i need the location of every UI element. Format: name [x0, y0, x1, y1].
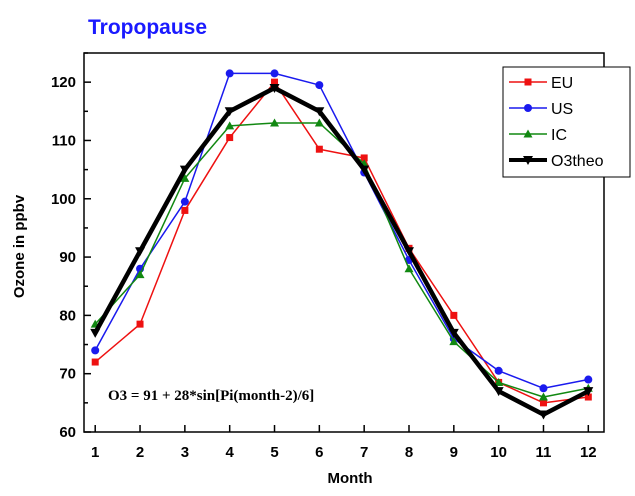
data-point — [539, 384, 548, 393]
y-tick-label: 80 — [59, 307, 76, 324]
x-axis-label: Month — [328, 470, 373, 487]
x-tick-label: 4 — [226, 444, 235, 461]
y-axis: 60 70 80 90 100 110 120 — [51, 52, 91, 441]
data-point — [584, 393, 592, 401]
data-point — [315, 81, 324, 90]
legend-label: US — [551, 101, 573, 118]
data-point — [404, 247, 414, 257]
legend: EU US IC O3theo — [502, 66, 631, 178]
series-line — [94, 81, 589, 404]
data-point — [314, 118, 324, 127]
series-o3theo — [90, 83, 594, 420]
data-point — [449, 337, 459, 346]
data-point — [448, 328, 459, 338]
data-point — [524, 78, 532, 86]
data-point — [180, 173, 190, 182]
plot-frame — [83, 52, 605, 433]
data-point — [226, 134, 234, 142]
y-tick-label: 60 — [59, 424, 76, 441]
data-point — [91, 346, 100, 355]
data-point — [271, 78, 279, 86]
data-point — [269, 83, 280, 93]
x-tick-label: 10 — [490, 444, 507, 461]
legend-label: O3theo — [551, 153, 604, 170]
data-point — [225, 121, 235, 130]
data-point — [538, 410, 549, 420]
data-point — [181, 206, 189, 214]
y-tick-label: 90 — [59, 249, 76, 266]
data-point — [539, 399, 547, 407]
data-point — [315, 145, 323, 153]
data-point — [494, 377, 504, 386]
y-axis-label: Ozone in ppbv — [11, 194, 28, 298]
legend-label: IC — [551, 127, 567, 144]
data-point — [523, 129, 533, 138]
legend-item-ic: IC — [509, 127, 567, 144]
legend-item-o3theo: O3theo — [509, 153, 604, 170]
data-point — [91, 358, 99, 366]
data-point — [450, 311, 458, 319]
legend-label: EU — [551, 75, 573, 92]
x-tick-label: 12 — [580, 444, 597, 461]
x-tick-label: 3 — [181, 444, 189, 461]
data-point — [179, 165, 190, 175]
data-point — [225, 69, 234, 78]
chart-title: Tropopause — [88, 16, 207, 39]
y-tick-label: 70 — [59, 366, 76, 383]
x-tick-label: 2 — [136, 444, 144, 461]
x-tick-label: 11 — [536, 444, 552, 461]
data-point — [270, 118, 280, 127]
data-point — [136, 320, 144, 328]
data-point — [360, 154, 368, 162]
series-layer — [90, 69, 594, 420]
data-point — [314, 107, 325, 117]
x-tick-label: 8 — [405, 444, 413, 461]
legend-item-eu: EU — [509, 75, 573, 92]
series-line — [94, 72, 589, 390]
x-tick-label: 9 — [450, 444, 458, 461]
series-line — [93, 85, 590, 417]
data-point — [538, 392, 548, 401]
legend-box — [502, 66, 631, 178]
data-point — [404, 264, 414, 273]
data-point — [584, 375, 593, 384]
x-tick-label: 6 — [315, 444, 323, 461]
data-point — [135, 270, 145, 279]
data-point — [180, 197, 189, 206]
data-point — [493, 387, 504, 397]
data-point — [224, 107, 235, 117]
x-tick-label: 1 — [91, 444, 99, 461]
x-tick-label: 7 — [360, 444, 368, 461]
x-axis: 1 2 3 4 5 6 7 8 9 10 11 12 — [91, 425, 597, 461]
y-tick-label: 120 — [51, 74, 76, 91]
data-point — [494, 366, 503, 375]
formula-annotation: O3 = 91 + 28*sin[Pi(month-2)/6] — [108, 388, 314, 404]
legend-item-us: US — [509, 101, 573, 118]
data-point — [524, 104, 532, 112]
data-point — [359, 165, 370, 175]
data-point — [583, 387, 594, 397]
y-tick-label: 100 — [51, 191, 76, 208]
x-tick-label: 5 — [270, 444, 278, 461]
data-point — [270, 69, 279, 78]
data-point — [90, 328, 101, 338]
y-tick-label: 110 — [52, 132, 76, 149]
data-point — [523, 156, 533, 165]
data-point — [135, 247, 146, 257]
